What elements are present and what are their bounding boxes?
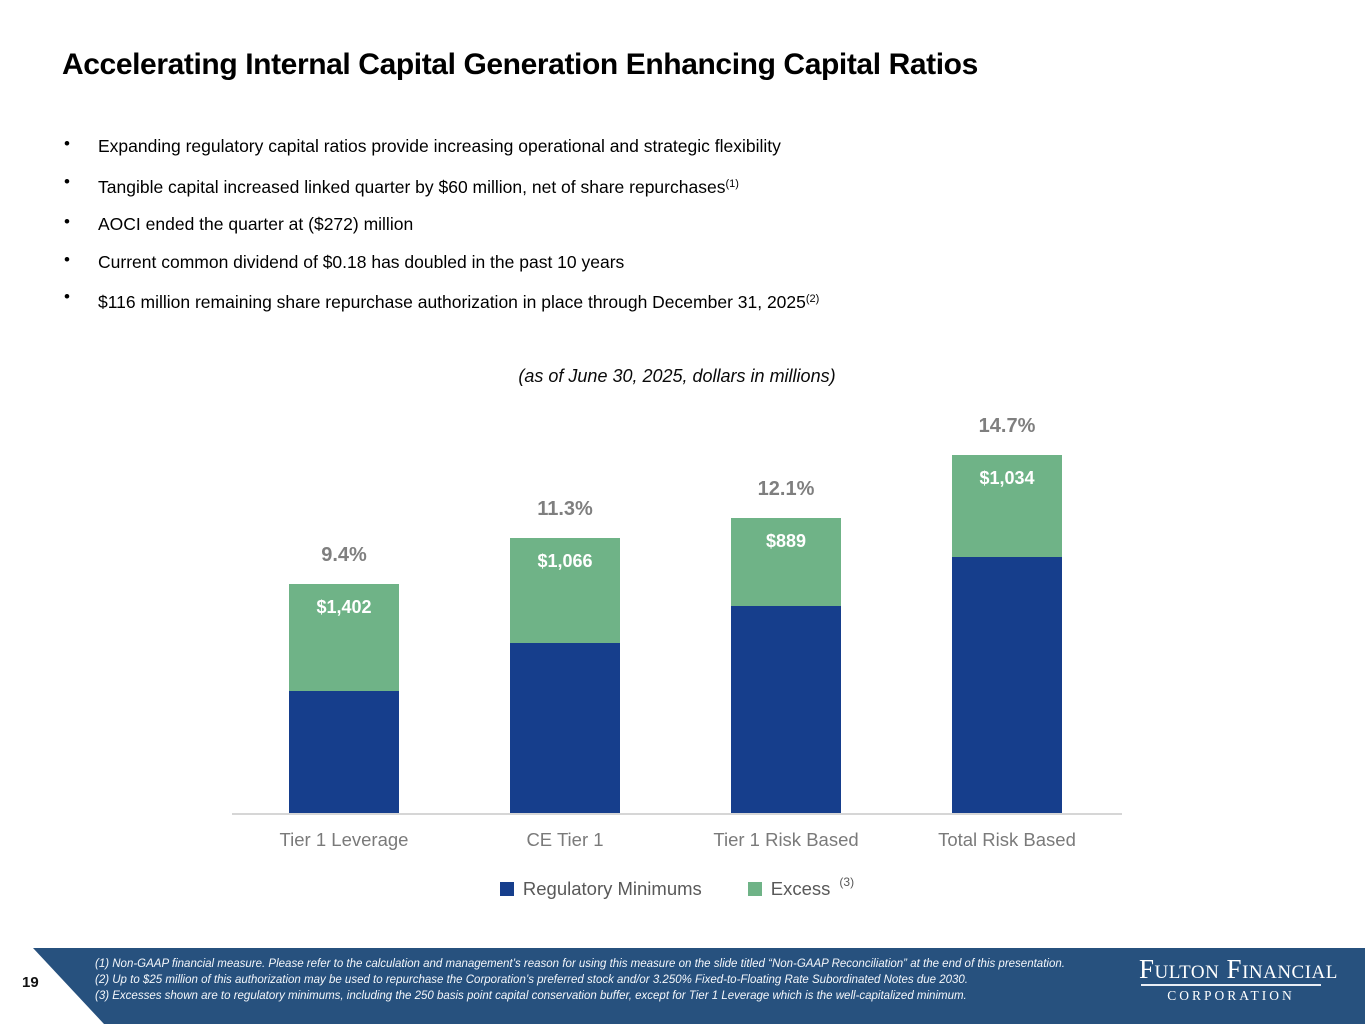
- x-axis-label-ce-tier-1: CE Tier 1: [526, 829, 604, 850]
- total-ratio-label: 11.3%: [537, 498, 593, 520]
- total-ratio-label: 9.4%: [321, 544, 367, 566]
- legend-item-excess: Excess (3): [747, 875, 855, 900]
- legend-swatch-icon: [499, 882, 514, 896]
- bar-ce-tier-1: 11.3% $1,066: [510, 498, 620, 813]
- bullet-item: AOCI ended the quarter at ($272) million: [62, 213, 1042, 233]
- legend-item-regulatory-minimums: Regulatory Minimums: [499, 878, 702, 900]
- excess-dollar-label: $889: [765, 531, 807, 551]
- bullet-item: Current common dividend of $0.18 has dou…: [62, 251, 1042, 271]
- fulton-financial-logo: Fulton Financial CORPORATION: [1139, 954, 1338, 1004]
- footnotes: (1) Non-GAAP financial measure. Please r…: [95, 956, 1065, 1004]
- legend-swatch-icon: [747, 882, 762, 896]
- x-axis-label-total-risk-based: Total Risk Based: [938, 829, 1076, 850]
- x-axis-label-tier-1-risk-based: Tier 1 Risk Based: [713, 829, 859, 850]
- bar-tier-1-risk-based: 12.1% $889: [731, 478, 841, 813]
- logo-name: Fulton Financial: [1139, 954, 1338, 984]
- excess-segment: $1,034: [952, 455, 1062, 557]
- legend-label: Regulatory Minimums: [522, 878, 702, 899]
- total-ratio-label: 14.7%: [978, 415, 1036, 437]
- excess-segment: $889: [731, 518, 841, 606]
- excess-dollar-label: $1,066: [537, 551, 593, 571]
- page-number: 19: [22, 974, 39, 991]
- footer-bar: (1) Non-GAAP financial measure. Please r…: [33, 948, 1365, 1024]
- chart-subtitle: (as of June 30, 2025, dollars in million…: [518, 366, 836, 386]
- excess-segment: $1,066: [510, 538, 620, 643]
- bullet-item: Expanding regulatory capital ratios prov…: [62, 135, 1042, 155]
- excess-dollar-label: $1,034: [979, 468, 1035, 488]
- footnote-line: (2) Up to $25 million of this authorizat…: [95, 974, 969, 986]
- footnote-ref: (1): [725, 177, 739, 190]
- x-axis-line: [232, 813, 1122, 815]
- bullet-list: Expanding regulatory capital ratios prov…: [62, 135, 1042, 331]
- footnote-line: (1) Non-GAAP financial measure. Please r…: [95, 958, 1065, 970]
- bar-tier-1-leverage: 9.4% $1,402: [289, 544, 399, 813]
- regulatory-minimum-segment: [952, 557, 1062, 813]
- capital-ratios-bar-chart: 9.4% $1,402 Tier 1 Leverage 11.3% $1,066 CE T…: [232, 400, 1122, 850]
- chart-legend: Regulatory Minimums Excess (3): [232, 875, 1122, 900]
- bullet-item: $116 million remaining share repurchase …: [62, 288, 1042, 311]
- excess-segment: $1,402: [289, 584, 399, 691]
- logo-divider: [1141, 984, 1321, 986]
- regulatory-minimum-segment: [510, 643, 620, 813]
- x-axis-label-tier-1-leverage: Tier 1 Leverage: [279, 829, 409, 850]
- regulatory-minimum-segment: [731, 606, 841, 813]
- footnote-ref: (2): [805, 293, 820, 305]
- legend-label: Excess: [770, 878, 831, 899]
- excess-dollar-label: $1,402: [316, 597, 372, 617]
- total-ratio-label: 12.1%: [757, 478, 815, 500]
- slide-title: Accelerating Internal Capital Generation…: [62, 48, 978, 81]
- bullet-item: Tangible capital increased linked quarte…: [62, 173, 1042, 196]
- bar-total-risk-based: 14.7% $1,034: [952, 415, 1062, 813]
- legend-footnote-ref: (3): [839, 875, 855, 889]
- logo-subtitle: CORPORATION: [1167, 988, 1295, 1003]
- regulatory-minimum-segment: [289, 691, 399, 813]
- footnote-line: (3) Excesses shown are to regulatory min…: [95, 990, 967, 1002]
